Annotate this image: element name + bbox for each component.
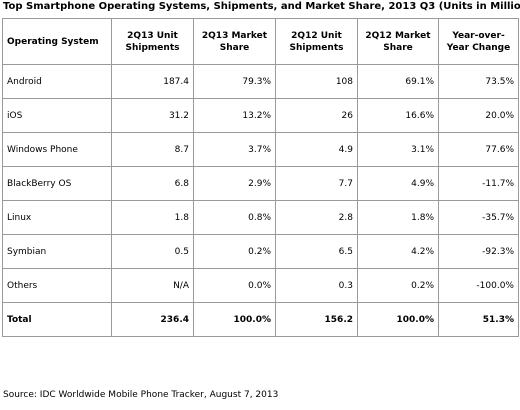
table-row: Others N/A 0.0% 0.3 0.2% -100.0% [2,268,519,303]
total-cell: 100.0% [193,302,276,337]
total-cell: 100.0% [357,302,439,337]
table-cell: 16.6% [357,98,439,133]
table-cell: 73.5% [438,64,519,99]
column-header-2q13-unit-shipments: 2Q13 Unit Shipments [111,18,194,65]
market-share-table: Operating System 2Q13 Unit Shipments 2Q1… [2,18,519,337]
column-header-2q13-market-share: 2Q13 Market Share [193,18,276,65]
table-row: iOS 31.2 13.2% 26 16.6% 20.0% [2,98,519,133]
table-cell: 6.5 [275,234,358,269]
table-row: Windows Phone 8.7 3.7% 4.9 3.1% 77.6% [2,132,519,167]
total-cell: 51.3% [438,302,519,337]
table-cell: 0.0% [193,268,276,303]
os-name-cell: Linux [2,200,112,235]
os-name-cell: Symbian [2,234,112,269]
table-cell: 79.3% [193,64,276,99]
table-cell: 0.2% [357,268,439,303]
table-cell: 2.8 [275,200,358,235]
table-cell: 2.9% [193,166,276,201]
table-cell: 4.2% [357,234,439,269]
table-cell: 4.9 [275,132,358,167]
table-cell: 0.2% [193,234,276,269]
table-cell: 1.8 [111,200,194,235]
os-name-cell: Android [2,64,112,99]
table-title: Top Smartphone Operating Systems, Shipme… [3,1,520,12]
column-header-operating-system: Operating System [2,18,112,65]
column-header-2q12-market-share: 2Q12 Market Share [357,18,439,65]
total-cell: 156.2 [275,302,358,337]
column-header-2q12-unit-shipments: 2Q12 Unit Shipments [275,18,358,65]
table-cell: 13.2% [193,98,276,133]
table-row: Android 187.4 79.3% 108 69.1% 73.5% [2,64,519,99]
column-header-year-over-year-change: Year-over-Year Change [438,18,519,65]
table-cell: 1.8% [357,200,439,235]
table-cell: 187.4 [111,64,194,99]
os-name-cell: Others [2,268,112,303]
table-cell: 0.5 [111,234,194,269]
os-name-cell: BlackBerry OS [2,166,112,201]
total-cell: 236.4 [111,302,194,337]
table-cell: 77.6% [438,132,519,167]
table-cell: -92.3% [438,234,519,269]
table-cell: 31.2 [111,98,194,133]
source-note: Source: IDC Worldwide Mobile Phone Track… [3,390,279,400]
table-cell: -100.0% [438,268,519,303]
table-cell: 69.1% [357,64,439,99]
total-row: Total 236.4 100.0% 156.2 100.0% 51.3% [2,302,519,337]
table-cell: -35.7% [438,200,519,235]
table-header-row: Operating System 2Q13 Unit Shipments 2Q1… [2,18,519,65]
table-cell: 0.3 [275,268,358,303]
table-cell: N/A [111,268,194,303]
os-name-cell: iOS [2,98,112,133]
os-name-cell: Windows Phone [2,132,112,167]
table-cell: 20.0% [438,98,519,133]
table-row: BlackBerry OS 6.8 2.9% 7.7 4.9% -11.7% [2,166,519,201]
table-row: Linux 1.8 0.8% 2.8 1.8% -35.7% [2,200,519,235]
table-cell: 108 [275,64,358,99]
table-cell: 6.8 [111,166,194,201]
table-cell: -11.7% [438,166,519,201]
table-cell: 4.9% [357,166,439,201]
table-cell: 3.1% [357,132,439,167]
table-cell: 26 [275,98,358,133]
table-row: Symbian 0.5 0.2% 6.5 4.2% -92.3% [2,234,519,269]
table-cell: 7.7 [275,166,358,201]
total-label-cell: Total [2,302,112,337]
table-cell: 8.7 [111,132,194,167]
table-cell: 0.8% [193,200,276,235]
table-cell: 3.7% [193,132,276,167]
